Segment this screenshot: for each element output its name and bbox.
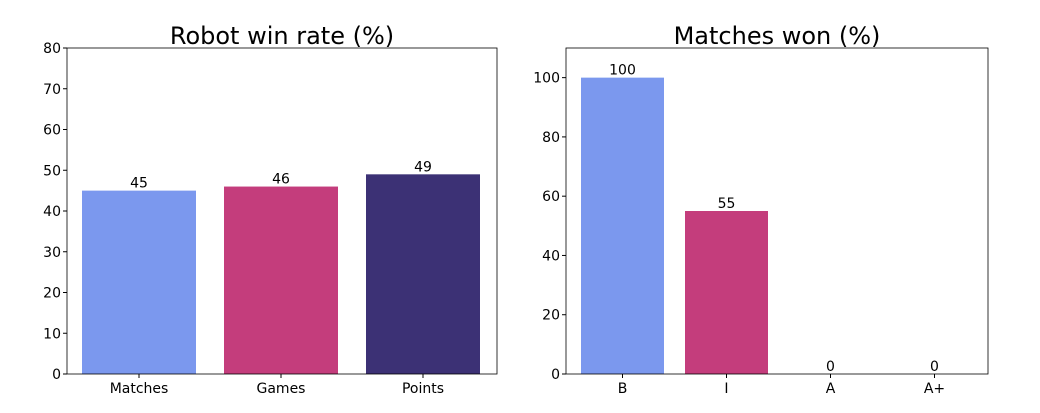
- y-tick-label: 50: [43, 163, 61, 179]
- x-tick-label: Matches: [110, 381, 169, 397]
- x-tick-label: A: [826, 381, 836, 397]
- y-tick-label: 70: [43, 82, 61, 98]
- bar-matches: [82, 190, 196, 374]
- plot-frame: [565, 47, 989, 375]
- y-tick-label: 40: [542, 248, 560, 264]
- robot-win-rate-chart: Robot win rate (%) 45 Matches 46 Games 49 Poin…: [43, 22, 498, 397]
- y-tick-label: 30: [43, 245, 61, 261]
- data-label: 46: [272, 172, 290, 188]
- x-tick-label: B: [618, 381, 628, 397]
- bar-points: [366, 174, 480, 374]
- data-label: 0: [826, 359, 835, 375]
- chart-title: Matches won (%): [674, 22, 881, 50]
- y-tick-label: 80: [542, 130, 560, 146]
- y-tick-label: 80: [43, 41, 61, 57]
- bar-i: [685, 211, 768, 374]
- y-tick-label: 100: [533, 71, 560, 87]
- y-tick-label: 60: [542, 189, 560, 205]
- x-tick-label: I: [724, 381, 728, 397]
- x-tick-label: Games: [257, 381, 306, 397]
- plot-frame: [66, 47, 498, 375]
- data-label: 49: [414, 159, 432, 175]
- y-tick-label: 10: [43, 326, 61, 342]
- y-tick-label: 20: [542, 308, 560, 324]
- data-label: 100: [609, 63, 636, 79]
- y-tick-label: 0: [52, 367, 61, 383]
- matches-won-chart: Matches won (%) 100 B 55 I 0 A 0 A+ 0 20 40 60 80 100: [533, 22, 989, 397]
- x-tick-label: A+: [924, 381, 945, 397]
- y-tick-label: 0: [551, 367, 560, 383]
- y-tick-label: 60: [43, 123, 61, 139]
- bar-b: [581, 77, 664, 375]
- y-tick-label: 20: [43, 286, 61, 302]
- chart-title: Robot win rate (%): [170, 22, 394, 50]
- data-label: 0: [930, 359, 939, 375]
- y-tick-label: 40: [43, 204, 61, 220]
- data-label: 55: [718, 196, 736, 212]
- data-label: 45: [130, 176, 148, 192]
- x-tick-label: Points: [402, 381, 444, 397]
- bar-games: [224, 186, 338, 374]
